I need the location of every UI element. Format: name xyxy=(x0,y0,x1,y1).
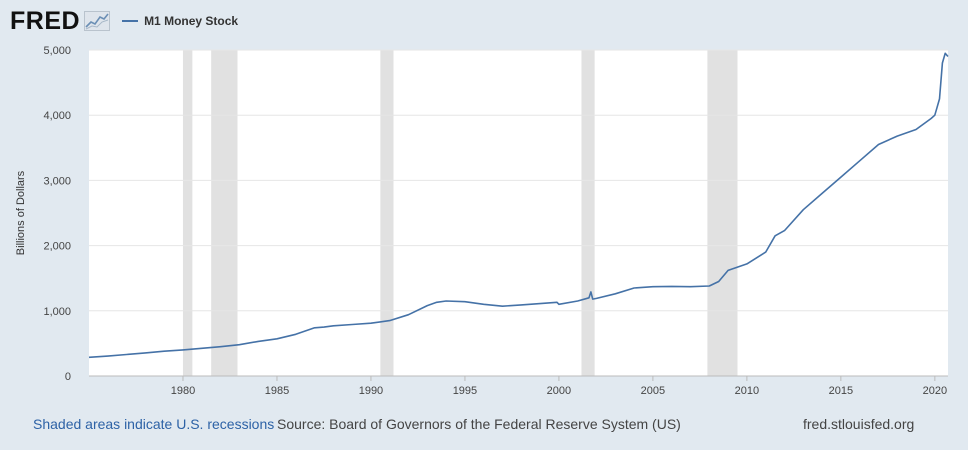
x-tick-label: 1990 xyxy=(359,385,383,397)
recession-band xyxy=(707,50,738,376)
x-tick-label: 2000 xyxy=(547,385,571,397)
x-tick-label: 1985 xyxy=(265,385,289,397)
y-tick-label: 4,000 xyxy=(43,110,71,122)
series-line-m1 xyxy=(88,52,949,359)
chart-header: FRED M1 Money Stock xyxy=(10,6,238,36)
source-text: Source: Board of Governors of the Federa… xyxy=(277,416,681,432)
site-link[interactable]: fred.stlouisfed.org xyxy=(803,416,915,432)
fred-logo[interactable]: FRED xyxy=(10,7,81,35)
y-tick-label: 1,000 xyxy=(43,306,71,318)
chart-area: 0 1,000 2,000 3,000 4,000 5,000 1980 1985 1990 19… xyxy=(15,45,949,397)
recession-band xyxy=(182,50,193,376)
y-tick-label: 3,000 xyxy=(43,175,71,187)
x-tick-label: 1980 xyxy=(171,385,195,397)
x-tick-label: 1995 xyxy=(453,385,477,397)
chart-footer: Shaded areas indicate U.S. recessions So… xyxy=(0,412,968,438)
recession-band xyxy=(211,50,238,376)
legend[interactable]: M1 Money Stock xyxy=(122,14,238,28)
legend-label: M1 Money Stock xyxy=(144,14,239,28)
x-tick-label: 2010 xyxy=(735,385,759,397)
y-tick-label: 0 xyxy=(65,371,71,383)
sparkline-logo-icon xyxy=(84,11,111,31)
x-tick-label: 2005 xyxy=(641,385,665,397)
x-tick-label: 2015 xyxy=(829,385,853,397)
recession-band xyxy=(581,50,595,376)
y-tick-label: 2,000 xyxy=(43,241,71,253)
y-tick-label: 5,000 xyxy=(43,45,71,57)
recessions-note-link[interactable]: Shaded areas indicate U.S. recessions xyxy=(33,416,275,432)
y-axis-label: Billions of Dollars xyxy=(15,170,27,255)
x-tick-label: 2020 xyxy=(923,385,947,397)
recession-band xyxy=(380,50,394,376)
line-chart: 0 1,000 2,000 3,000 4,000 5,000 1980 1985 1990 19… xyxy=(15,45,949,397)
legend-swatch xyxy=(122,20,139,22)
